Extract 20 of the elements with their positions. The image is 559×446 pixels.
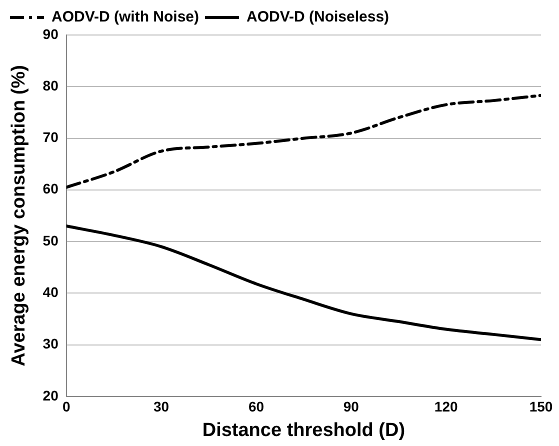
y-tick-label: 90 bbox=[42, 26, 59, 42]
x-tick-label: 90 bbox=[343, 398, 360, 415]
y-tick-label: 30 bbox=[42, 336, 59, 352]
y-tick-label: 60 bbox=[42, 180, 59, 197]
y-tick-label: 50 bbox=[42, 232, 59, 248]
legend-label: AODV-D (Noiseless) bbox=[246, 8, 390, 26]
x-tick-label: 60 bbox=[248, 398, 264, 415]
x-axis-title: Distance threshold (D) bbox=[202, 420, 406, 441]
y-tick-label: 70 bbox=[42, 129, 59, 146]
line-series bbox=[66, 224, 541, 342]
x-tick-label: 0 bbox=[62, 398, 70, 415]
y-tick-label: 80 bbox=[42, 77, 59, 94]
x-tick-label: 30 bbox=[154, 398, 170, 415]
legend-label: AODV-D (with Noise) bbox=[52, 8, 200, 26]
y-tick-label: 20 bbox=[42, 387, 59, 404]
x-tick-label: 150 bbox=[529, 398, 553, 415]
y-tick-label: 40 bbox=[42, 284, 59, 300]
line-series bbox=[66, 94, 541, 189]
y-axis-title: Average energy consumption (%) bbox=[8, 65, 30, 366]
x-tick-label: 120 bbox=[434, 398, 458, 415]
